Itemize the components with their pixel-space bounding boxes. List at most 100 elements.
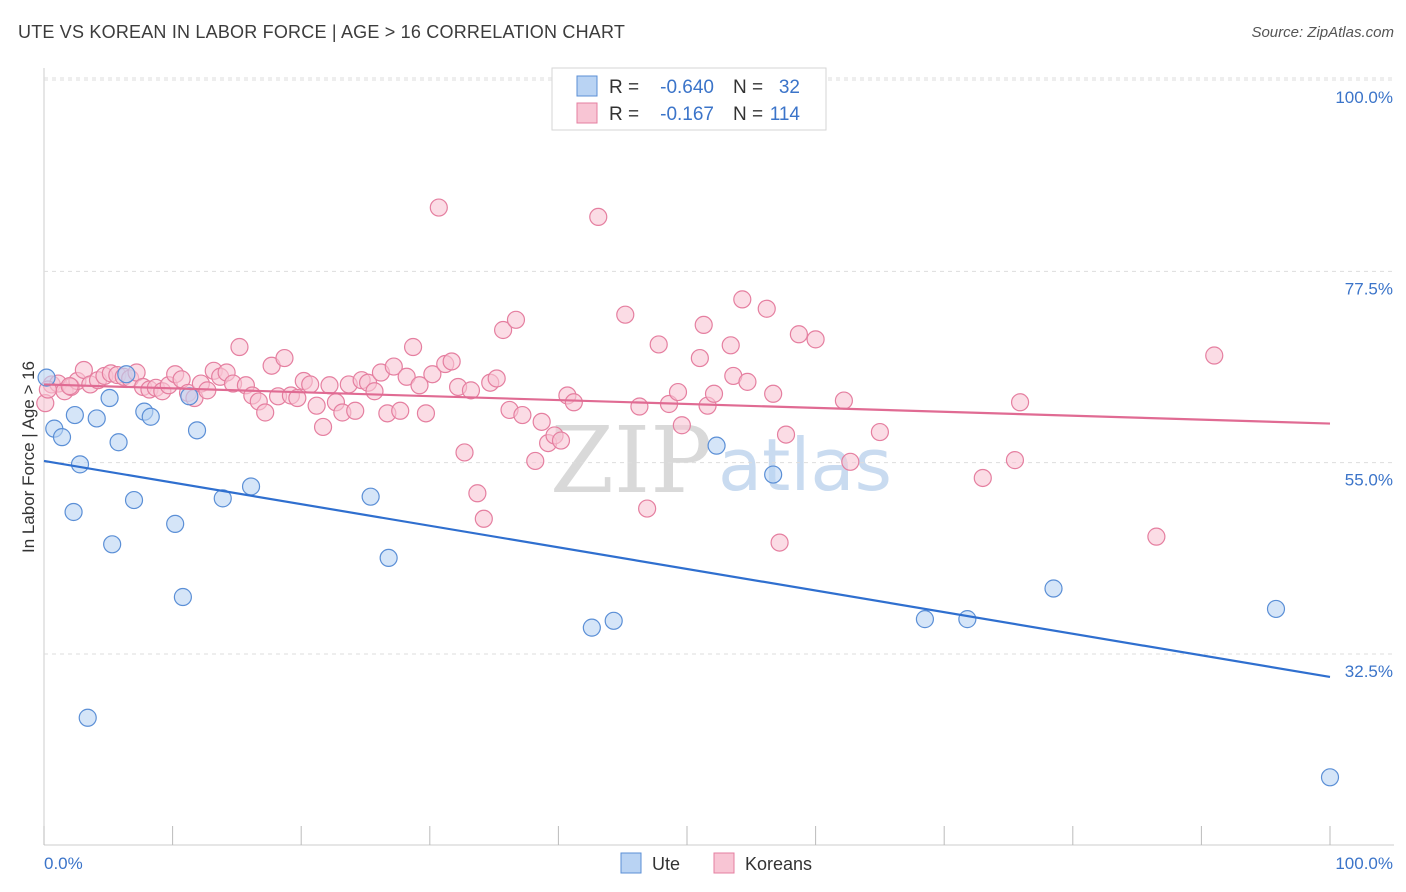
korean-point	[494, 320, 513, 340]
ute-point	[64, 502, 83, 522]
korean-point	[288, 388, 307, 408]
ute-point	[915, 610, 935, 629]
korean-point	[230, 337, 249, 357]
korean-point	[564, 393, 583, 412]
korean-point	[870, 422, 890, 442]
series-legend: Ute Koreans	[620, 852, 812, 874]
korean-point	[1205, 346, 1224, 365]
korean-point	[423, 365, 442, 384]
korean-point	[513, 405, 532, 425]
y-tick-labels: 32.5% 55.0% 77.5% 100.0%	[1335, 88, 1393, 681]
korean-point	[757, 299, 776, 318]
ute-point	[109, 433, 128, 452]
korean-point	[526, 451, 545, 471]
koreans-trend-line	[43, 383, 1331, 425]
korean-point	[365, 382, 384, 401]
korean-point	[738, 372, 757, 391]
korean-point	[429, 198, 448, 217]
ute-point	[173, 587, 192, 607]
legend-koreans-n-value: 114	[770, 104, 801, 125]
ute-point	[379, 548, 398, 568]
ute-point	[1320, 768, 1340, 787]
korean-point	[474, 509, 493, 528]
korean-point	[301, 375, 320, 394]
legend-ute-n-value: 32	[779, 77, 800, 98]
korean-point	[410, 376, 429, 395]
korean-point	[694, 315, 713, 334]
korean-point	[1010, 393, 1030, 412]
correlation-legend: R = -0.640 N = 32 R = -0.167 N = 114	[551, 67, 827, 131]
ute-trend-line	[43, 459, 1331, 679]
legend-swatch-koreans	[576, 102, 598, 124]
korean-point	[973, 468, 992, 488]
korean-point	[307, 396, 326, 415]
legend-swatch-ute	[576, 75, 598, 97]
korean-point	[313, 417, 333, 437]
korean-point	[1005, 451, 1025, 470]
watermark-atlas: atlas	[718, 423, 892, 507]
ute-point	[124, 490, 144, 510]
ute-point	[361, 487, 380, 506]
korean-point	[789, 325, 808, 344]
korean-point	[403, 337, 423, 357]
ute-point	[604, 611, 623, 630]
ute-point	[1266, 599, 1286, 619]
ute-point	[65, 405, 84, 425]
korean-point	[733, 290, 752, 309]
korean-point	[690, 348, 709, 368]
korean-point	[275, 348, 294, 368]
bottom-legend-ute: Ute	[652, 854, 680, 874]
x-tick-label-min: 0.0%	[44, 854, 83, 873]
y-axis-label: In Labor Force | Age > 16	[19, 361, 38, 553]
korean-point	[630, 397, 649, 416]
korean-point	[384, 357, 403, 376]
y-tick-label: 77.5%	[1345, 279, 1393, 298]
korean-point	[764, 384, 783, 403]
korean-point	[638, 499, 657, 518]
korean-point	[668, 382, 688, 402]
ute-point	[1044, 579, 1063, 598]
korean-point	[721, 336, 740, 355]
source-credit: Source: ZipAtlas.com	[1251, 24, 1394, 41]
y-tick-label: 100.0%	[1335, 88, 1393, 107]
legend-box	[551, 67, 827, 131]
korean-point	[442, 352, 461, 371]
korean-point	[397, 367, 416, 386]
legend-koreans-n-label: N =	[733, 104, 763, 125]
legend-koreans-r-value: -0.167	[660, 104, 714, 125]
ute-point	[707, 436, 726, 455]
legend-koreans-r-label: R =	[609, 104, 639, 125]
korean-point	[346, 401, 365, 420]
korean-point	[616, 305, 635, 324]
korean-point	[834, 391, 853, 410]
korean-point	[320, 376, 339, 395]
legend-ute-r-label: R =	[609, 77, 639, 98]
chart-title: UTE VS KOREAN IN LABOR FORCE | AGE > 16 …	[18, 22, 626, 42]
y-tick-label: 55.0%	[1345, 471, 1393, 490]
ute-point	[166, 514, 185, 533]
grid-layer	[44, 77, 1394, 655]
ute-point	[87, 409, 106, 428]
korean-point	[461, 381, 481, 400]
bottom-legend-swatch-ute	[620, 852, 642, 874]
korean-point	[551, 431, 571, 450]
x-tick-marks	[43, 826, 1331, 845]
korean-point	[532, 412, 551, 431]
korean-point	[841, 452, 860, 471]
x-tick-label-max: 100.0%	[1335, 854, 1393, 873]
ute-point	[582, 618, 601, 637]
ute-point	[180, 387, 199, 406]
trend-lines	[43, 383, 1331, 679]
korean-point	[770, 533, 789, 552]
ute-point	[70, 455, 90, 474]
korean-point	[1147, 527, 1166, 546]
ute-point	[52, 428, 72, 447]
ute-point	[764, 465, 783, 484]
korean-point	[416, 404, 436, 423]
ute-point	[100, 388, 119, 408]
korean-point	[589, 207, 608, 227]
ute-point	[37, 368, 56, 387]
korean-point	[776, 425, 796, 444]
ute-point	[958, 610, 977, 629]
korean-point	[649, 335, 668, 354]
